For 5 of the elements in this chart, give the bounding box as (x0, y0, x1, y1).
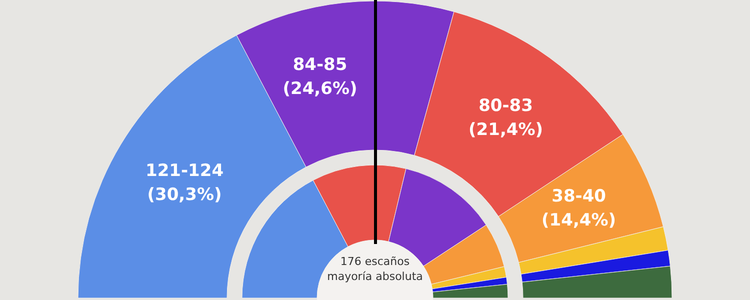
text: 176 escaños mayoría absoluta (327, 255, 423, 283)
data-label: 80-83 (21,4%) (468, 96, 544, 140)
data-label: 121-124 (30,3%) (145, 161, 224, 206)
data-label: 38-40 (14,4%) (542, 186, 616, 231)
data-label: 84-85 (24,6%) (282, 54, 358, 99)
